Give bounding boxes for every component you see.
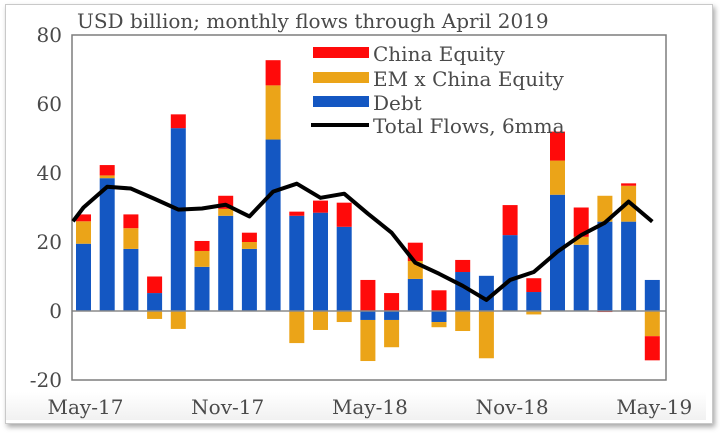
legend-label-china-equity: China Equity	[373, 42, 505, 66]
bar-debt	[123, 248, 139, 311]
bar-em-x-china-equity	[455, 311, 471, 332]
bar-china-equity	[313, 200, 328, 213]
bar-china-equity	[170, 114, 186, 129]
bar-em-x-china-equity	[478, 311, 494, 359]
bar-em-x-china-equity	[336, 311, 352, 323]
x-tick-label: May-17	[48, 395, 124, 419]
bar-debt	[431, 311, 447, 323]
bar-debt	[76, 243, 91, 311]
y-tick-label: 0	[49, 299, 62, 323]
x-tick-label: May-18	[332, 395, 408, 419]
bar-em-x-china-equity	[194, 250, 210, 267]
bar-china-equity	[241, 232, 257, 242]
bar-debt	[644, 279, 660, 311]
bar-china-equity	[502, 205, 518, 236]
bar-debt	[573, 244, 589, 311]
bar-debt	[170, 128, 186, 311]
bar-em-x-china-equity	[218, 208, 234, 216]
y-tick-label: 20	[37, 230, 62, 254]
legend-swatch-em-x-china-equity	[313, 72, 369, 83]
y-axis-ticks: 80 60 40 20 0 -20	[30, 23, 62, 392]
y-tick-label: 80	[37, 23, 62, 47]
bar-em-x-china-equity	[644, 311, 660, 337]
bar-china-equity	[526, 278, 542, 293]
bar-em-x-china-equity	[289, 311, 305, 344]
bar-debt	[360, 311, 376, 320]
bar-debt	[526, 292, 542, 311]
bar-debt	[147, 293, 163, 311]
x-axis-ticks: May-17 Nov-17 May-18 Nov-18 May-19	[48, 395, 693, 419]
bar-debt	[407, 278, 423, 311]
x-tick-label: Nov-18	[476, 395, 549, 419]
legend-label-em-x-china-equity: EM x China Equity	[373, 67, 565, 91]
plot-frame	[71, 34, 667, 381]
bar-china-equity	[99, 165, 115, 176]
bar-debt	[241, 248, 257, 311]
bar-china-equity	[573, 207, 589, 237]
bar-china-equity	[265, 60, 281, 86]
bar-china-equity	[76, 214, 91, 222]
bar-debt	[621, 221, 637, 311]
legend-label-debt: Debt	[373, 91, 422, 115]
bar-china-equity	[289, 211, 305, 216]
x-tick-label: Nov-17	[191, 395, 264, 419]
bar-china-equity	[550, 131, 565, 161]
bar-em-x-china-equity	[431, 322, 447, 328]
bar-china-equity	[360, 279, 376, 311]
bar-em-x-china-equity	[76, 221, 91, 244]
y-tick-label: 40	[37, 161, 62, 185]
bar-china-equity	[123, 214, 139, 229]
chart-title: USD billion; monthly flows through April…	[77, 9, 549, 33]
bar-debt	[99, 178, 115, 311]
total-flows-line	[71, 181, 654, 302]
bar-china-equity	[621, 183, 637, 186]
bottom-band	[6, 392, 706, 420]
bar-em-x-china-equity	[384, 319, 400, 348]
bar-china-equity	[194, 240, 210, 251]
bar-em-x-china-equity	[99, 175, 115, 179]
bar-debt	[218, 215, 234, 311]
bar-em-x-china-equity	[597, 195, 613, 222]
bar-em-x-china-equity	[526, 311, 542, 315]
bar-em-x-china-equity	[123, 228, 139, 249]
legend-swatch-debt	[313, 96, 369, 107]
bar-debt	[384, 311, 400, 320]
bar-em-x-china-equity	[265, 85, 281, 140]
legend-swatch-china-equity	[313, 47, 369, 58]
bar-china-equity	[431, 290, 447, 311]
y-tick-label: -20	[30, 368, 62, 392]
y-tick-label: 60	[37, 92, 62, 116]
bar-em-x-china-equity	[360, 319, 376, 362]
bar-em-x-china-equity	[147, 311, 163, 319]
legend-label-total-flows: Total Flows, 6mma	[373, 114, 565, 138]
bar-china-equity	[455, 259, 471, 273]
bar-china-equity	[384, 293, 400, 311]
bar-em-x-china-equity	[241, 242, 257, 249]
bar-debt	[336, 226, 352, 311]
bar-debt	[478, 275, 494, 311]
bar-china-equity	[336, 202, 352, 227]
x-tick-label: May-19	[616, 395, 692, 419]
bar-em-x-china-equity	[170, 311, 186, 329]
bar-debt	[597, 221, 613, 311]
bar-china-equity	[644, 336, 660, 361]
bar-debt	[313, 212, 328, 311]
bar-debt	[502, 235, 518, 311]
bar-em-x-china-equity	[550, 160, 565, 195]
legend: China Equity EM x China Equity Debt Tota…	[311, 42, 565, 138]
bar-em-x-china-equity	[573, 236, 589, 245]
bar-em-x-china-equity	[313, 311, 328, 330]
bar-debt	[455, 272, 471, 311]
bar-china-equity	[147, 276, 163, 294]
bar-debt	[265, 139, 281, 311]
bar-debt	[194, 266, 210, 311]
bar-debt	[289, 215, 305, 311]
